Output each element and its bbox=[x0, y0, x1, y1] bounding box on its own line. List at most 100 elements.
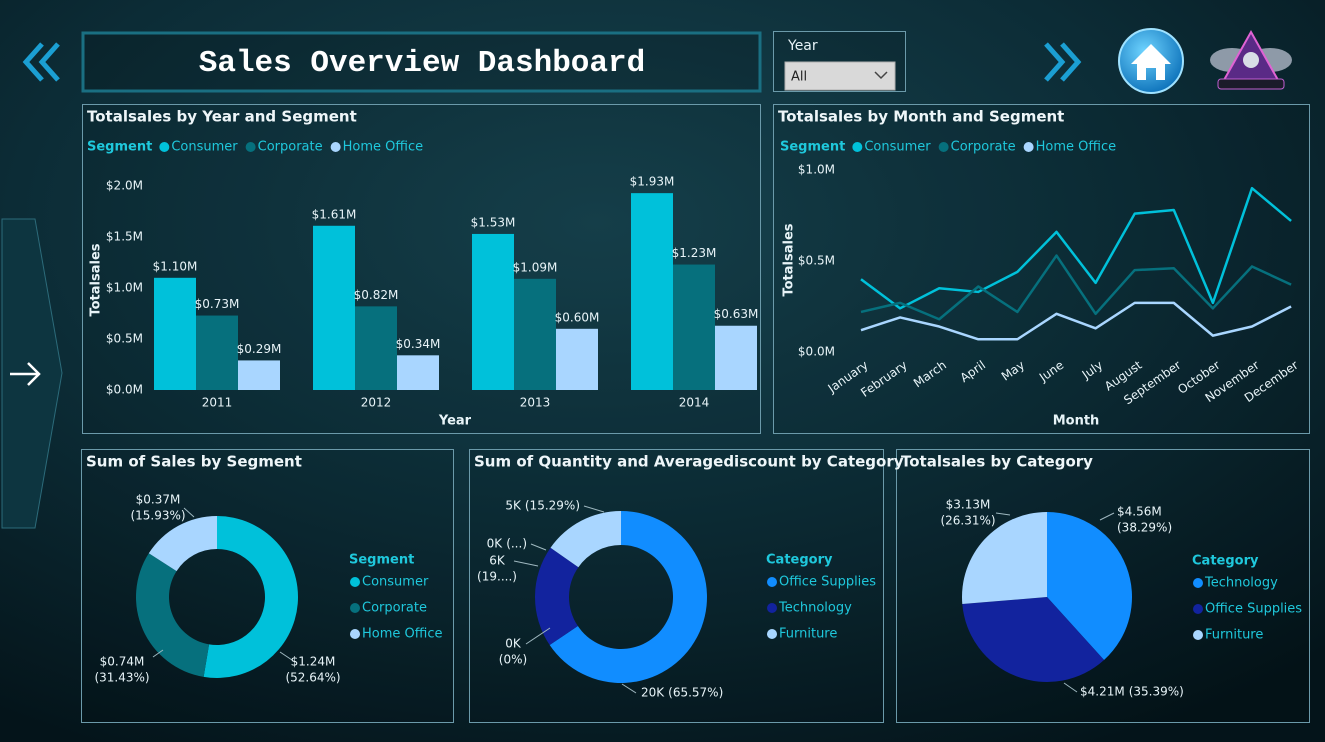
leader-line bbox=[183, 507, 195, 518]
y-tick-label: $0.0M bbox=[798, 345, 835, 359]
x-tick-label: 2014 bbox=[679, 396, 710, 410]
slicer-dropdown[interactable]: All bbox=[784, 61, 896, 91]
legend-marker bbox=[245, 142, 256, 152]
data-label: 6K bbox=[489, 554, 506, 568]
legend-marker bbox=[938, 142, 949, 152]
data-label: (19....) bbox=[477, 570, 517, 584]
slice bbox=[136, 553, 210, 677]
data-label: (35.39%) bbox=[1129, 685, 1184, 699]
data-label: $1.24M bbox=[291, 655, 336, 669]
slice bbox=[962, 597, 1105, 682]
slice bbox=[203, 516, 298, 678]
legend-label: Furniture bbox=[779, 627, 837, 642]
y-tick-label: $2.0M bbox=[106, 179, 143, 193]
y-tick-label: $1.0M bbox=[106, 281, 143, 295]
data-label: $0.82M bbox=[354, 288, 399, 302]
x-axis-label: Year bbox=[438, 414, 472, 429]
slice bbox=[148, 516, 217, 572]
logo-plaque bbox=[1217, 78, 1285, 90]
y-tick-label: $0.0M bbox=[106, 383, 143, 397]
legend-marker bbox=[1193, 578, 1203, 588]
data-label: 0K bbox=[505, 637, 522, 651]
chevron bbox=[1044, 42, 1066, 82]
panel-title: Totalsales by Year and Segment bbox=[87, 108, 357, 126]
leader-line bbox=[530, 543, 547, 551]
x-tick-label: 2013 bbox=[520, 396, 551, 410]
legend-label: Technology bbox=[778, 601, 852, 616]
y-tick-label: $0.5M bbox=[798, 254, 835, 268]
data-label: 0K bbox=[487, 537, 504, 551]
data-label: $1.93M bbox=[630, 175, 675, 189]
leader-line bbox=[1099, 512, 1115, 521]
back-button[interactable] bbox=[22, 42, 60, 82]
data-label: $1.10M bbox=[153, 259, 198, 273]
legend-label: Corporate bbox=[258, 140, 323, 155]
y-axis-label: Totalsales bbox=[782, 223, 797, 296]
y-tick-label: $0.5M bbox=[106, 332, 143, 346]
panel-title: Totalsales by Category bbox=[901, 453, 1093, 471]
panel bbox=[773, 104, 1310, 434]
legend-label: Home Office bbox=[362, 627, 442, 642]
data-label: $1.53M bbox=[471, 215, 516, 229]
data-label: (15.93%) bbox=[130, 509, 185, 523]
legend-label: Technology bbox=[1204, 576, 1278, 591]
data-label: $1.09M bbox=[513, 260, 558, 274]
data-label: (65.57%) bbox=[668, 686, 723, 700]
y-tick-label: $1.5M bbox=[106, 230, 143, 244]
data-label: $0.29M bbox=[237, 342, 282, 356]
leader-line bbox=[513, 560, 539, 567]
bar bbox=[154, 277, 196, 390]
x-tick-label: 2012 bbox=[361, 396, 392, 410]
data-label: $1.61M bbox=[312, 207, 357, 221]
legend-marker bbox=[1193, 604, 1203, 614]
dropdown-value: All bbox=[791, 70, 807, 85]
home-button[interactable] bbox=[1118, 28, 1184, 94]
legend-label: Office Supplies bbox=[779, 575, 876, 590]
leader-line bbox=[279, 651, 293, 661]
legend-label: Consumer bbox=[362, 575, 429, 590]
legend-label: Consumer bbox=[171, 140, 238, 155]
data-label: $0.73M bbox=[195, 297, 240, 311]
data-label: $4.21M bbox=[1080, 685, 1125, 699]
legend-title: Segment bbox=[780, 140, 845, 155]
chevron bbox=[1060, 42, 1082, 82]
legend-marker bbox=[767, 629, 777, 639]
legend-marker bbox=[330, 142, 341, 152]
data-label: $0.63M bbox=[714, 307, 759, 321]
bar bbox=[238, 360, 280, 390]
side-panel-tab[interactable] bbox=[1, 218, 63, 529]
line bbox=[860, 186, 1292, 310]
x-tick-label: 2011 bbox=[202, 396, 233, 410]
bar bbox=[514, 278, 556, 390]
data-label: (0%) bbox=[499, 653, 527, 667]
bar bbox=[472, 233, 514, 390]
chevron bbox=[22, 42, 44, 82]
legend-marker bbox=[350, 629, 360, 639]
data-label: (31.43%) bbox=[94, 671, 149, 685]
data-label: (...) bbox=[506, 537, 527, 551]
bar bbox=[673, 264, 715, 390]
data-label: $0.34M bbox=[396, 337, 441, 351]
legend-label: Home Office bbox=[343, 140, 423, 155]
y-axis-label: Totalsales bbox=[89, 243, 104, 316]
bar bbox=[715, 325, 757, 390]
legend-marker bbox=[767, 603, 777, 613]
legend-marker bbox=[1193, 630, 1203, 640]
slice bbox=[1047, 512, 1132, 661]
data-label: $4.56M bbox=[1117, 505, 1162, 519]
legend-label: Home Office bbox=[1036, 140, 1116, 155]
data-label: (26.31%) bbox=[940, 514, 995, 528]
dropdown-box bbox=[784, 61, 896, 91]
dropdown-chevron bbox=[874, 71, 888, 80]
leader-line bbox=[995, 512, 1011, 516]
slice bbox=[535, 547, 579, 646]
forward-button[interactable] bbox=[1044, 42, 1082, 82]
panel-title: Sum of Quantity and Averagediscount by C… bbox=[474, 453, 904, 471]
legend-label: Corporate bbox=[951, 140, 1016, 155]
home-icon bbox=[1131, 44, 1171, 80]
leader-line bbox=[1063, 682, 1078, 693]
data-label: (15.29%) bbox=[525, 499, 580, 513]
legend-marker bbox=[159, 142, 170, 152]
